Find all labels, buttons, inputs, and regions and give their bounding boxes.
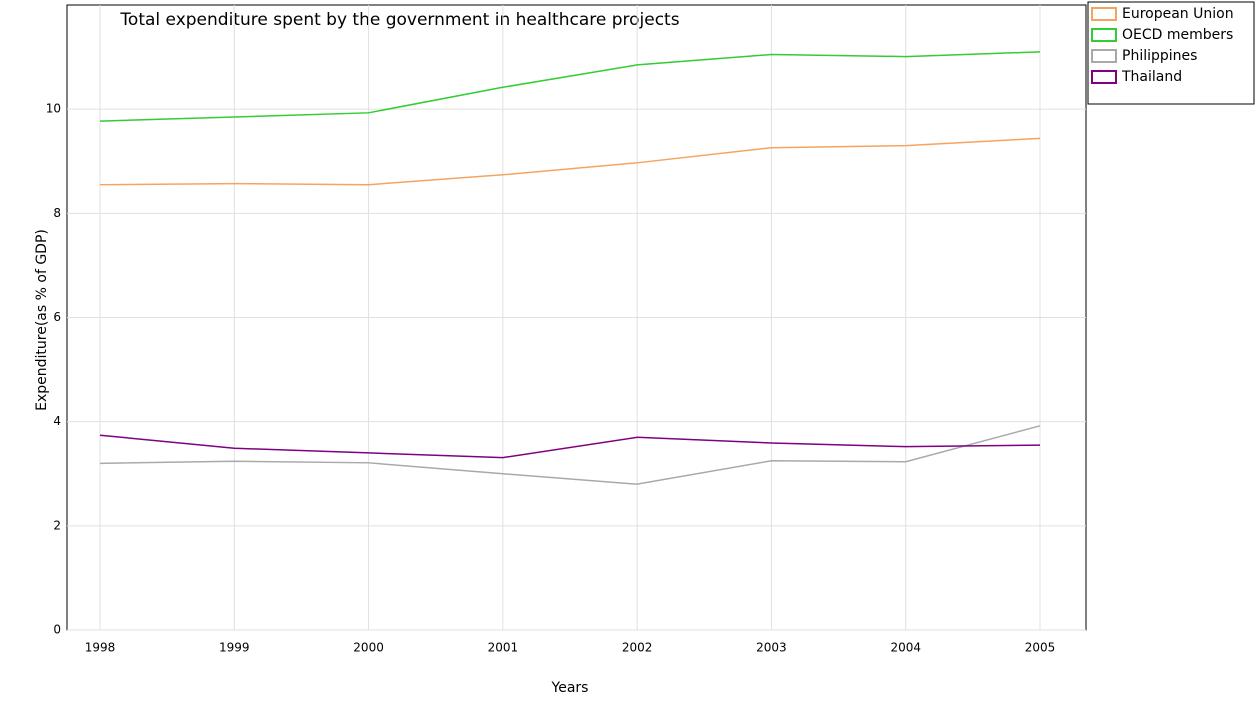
series-line [99, 51, 1041, 122]
x-tick-label: 1999 [219, 641, 250, 655]
legend-swatch [1091, 49, 1117, 63]
y-tick-label: 10 [46, 102, 61, 116]
y-tick-label: 2 [53, 518, 61, 532]
y-tick-label: 8 [53, 206, 61, 220]
x-tick-label: 2001 [488, 641, 519, 655]
y-tick-label: 6 [53, 310, 61, 324]
x-tick-label: 2005 [1025, 641, 1056, 655]
x-tick-label: 1998 [85, 641, 116, 655]
x-tick-label: 2003 [756, 641, 787, 655]
series-line [99, 434, 1041, 459]
x-tick-label: 2002 [622, 641, 653, 655]
legend-swatch [1091, 70, 1117, 84]
legend-label: European Union [1122, 6, 1234, 22]
series-line [99, 137, 1041, 186]
legend-label: OECD members [1122, 27, 1233, 43]
y-axis-label: Expenditure(as % of GDP) [34, 229, 50, 411]
y-tick-label: 4 [53, 414, 61, 428]
legend-label: Thailand [1121, 69, 1182, 85]
x-axis-label: Years [551, 680, 589, 696]
x-tick-label: 2000 [353, 641, 384, 655]
x-tick-label: 2004 [890, 641, 921, 655]
legend-swatch [1091, 7, 1117, 21]
legend-swatch [1091, 28, 1117, 42]
legend-label: Philippines [1122, 48, 1197, 64]
y-tick-label: 0 [53, 623, 61, 637]
chart-title: Total expenditure spent by the governmen… [119, 10, 679, 30]
series-line [99, 425, 1041, 485]
